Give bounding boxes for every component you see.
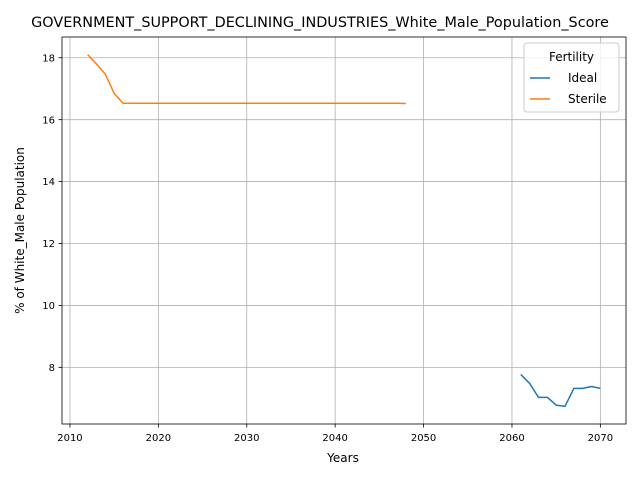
y-axis-label: % of White_Male Population xyxy=(13,147,27,314)
x-axis-label: Years xyxy=(326,451,359,465)
legend-title: Fertility xyxy=(549,50,594,64)
series-line-ideal xyxy=(520,373,601,408)
series-lines xyxy=(87,54,601,408)
x-tick-label: 2030 xyxy=(234,433,259,444)
y-tick-label: 14 xyxy=(42,177,55,188)
y-tick-label: 10 xyxy=(42,301,55,312)
x-tick-label: 2010 xyxy=(57,433,82,444)
x-tick-label: 2050 xyxy=(411,433,436,444)
x-tick-label: 2040 xyxy=(322,433,347,444)
legend-label-ideal: Ideal xyxy=(568,71,597,85)
legend: Fertility Ideal Sterile xyxy=(523,42,620,113)
y-tick-label: 18 xyxy=(42,53,55,64)
y-tick-label: 8 xyxy=(49,363,55,374)
chart-title: GOVERNMENT_SUPPORT_DECLINING_INDUSTRIES_… xyxy=(31,15,609,31)
series-line-sterile xyxy=(87,54,406,105)
y-tick-label: 16 xyxy=(42,115,55,126)
legend-label-sterile: Sterile xyxy=(568,92,607,106)
x-tick-label: 2020 xyxy=(146,433,171,444)
x-tick-label: 2060 xyxy=(499,433,524,444)
axis-ticks: 2010 2020 2030 2040 2050 2060 2070 8 10 12 14 16 18 xyxy=(42,53,613,444)
grid-lines xyxy=(62,37,626,424)
axes-frame xyxy=(61,36,627,425)
legend-box xyxy=(523,42,620,113)
x-tick-label: 2070 xyxy=(588,433,613,444)
y-tick-label: 12 xyxy=(42,239,55,250)
